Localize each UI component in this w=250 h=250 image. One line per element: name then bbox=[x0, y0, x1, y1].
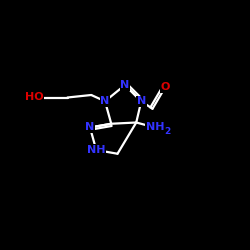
Text: N: N bbox=[86, 122, 94, 132]
Text: 2: 2 bbox=[164, 128, 170, 136]
Text: NH: NH bbox=[146, 122, 164, 132]
Text: HO: HO bbox=[25, 92, 44, 102]
Text: NH: NH bbox=[87, 145, 106, 155]
Text: N: N bbox=[120, 80, 130, 90]
Text: O: O bbox=[160, 82, 170, 92]
Text: N: N bbox=[100, 96, 110, 106]
Text: N: N bbox=[136, 96, 146, 106]
